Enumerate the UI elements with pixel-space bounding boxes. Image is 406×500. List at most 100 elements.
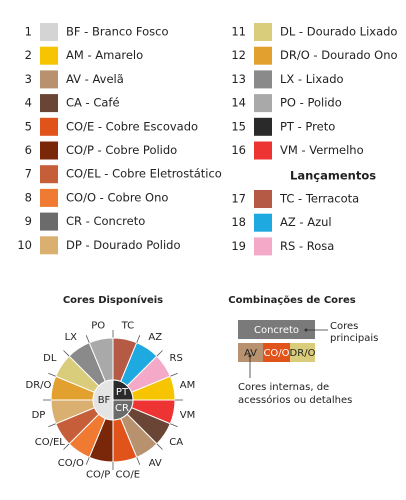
item-label: PT - Preto	[280, 119, 335, 133]
detail-color	[238, 343, 263, 362]
item-label: DP - Dourado Polido	[66, 238, 180, 252]
swatch	[40, 94, 58, 113]
wheel-tick	[156, 350, 163, 357]
pointer-dot	[248, 354, 252, 358]
swatch	[254, 94, 272, 113]
wheel-label: CO/E	[116, 470, 141, 481]
item-number: 12	[231, 48, 246, 62]
item-label: CO/E - Cobre Escovado	[66, 119, 198, 133]
item-number: 5	[25, 119, 32, 133]
wheel-label: DP	[32, 410, 46, 421]
detail-note: Cores internas, de	[238, 382, 329, 393]
swatch	[40, 141, 58, 160]
swatch	[40, 212, 58, 231]
wheel-tick	[63, 350, 70, 357]
detail-label: CO/O	[263, 348, 289, 359]
item-number: 3	[25, 72, 32, 86]
main-note: principais	[330, 333, 378, 344]
swatch	[40, 46, 58, 65]
item-number: 17	[231, 192, 246, 206]
item-label: CO/EL - Cobre Eletrostático	[66, 167, 222, 181]
wheel-tick	[48, 372, 56, 377]
combinations-title: Combinações de Cores	[228, 295, 355, 306]
wheel-label: AZ	[148, 332, 162, 343]
wheel-label: VM	[180, 410, 195, 421]
swatch	[254, 117, 272, 136]
wheel-tick	[136, 335, 141, 343]
wheel-label: LX	[65, 332, 78, 343]
item-label: CO/O - Cobre Ono	[66, 190, 168, 204]
wheel-tick	[85, 457, 90, 465]
item-label: DL - Dourado Lixado	[280, 25, 397, 39]
item-number: 2	[25, 48, 32, 62]
swatch	[254, 237, 272, 256]
detail-note: acessórios ou detalhes	[238, 394, 352, 406]
item-number: 4	[25, 96, 32, 110]
main-label: Concreto	[254, 325, 299, 336]
item-number: 19	[231, 239, 246, 253]
wheel-label: DR/O	[26, 380, 52, 391]
detail-color	[263, 343, 290, 362]
swatch	[254, 46, 272, 65]
item-number: 7	[25, 167, 32, 181]
swatch	[40, 236, 58, 255]
item-number: 11	[231, 25, 246, 39]
item-label: AZ - Azul	[280, 215, 332, 229]
wheel-tick	[85, 335, 90, 343]
item-number: 9	[25, 214, 32, 228]
item-label: TC - Terracota	[279, 192, 359, 206]
wheel-tick	[170, 372, 178, 377]
swatch	[254, 141, 272, 160]
swatch	[254, 213, 272, 232]
swatch	[40, 188, 58, 207]
item-number: 18	[231, 215, 246, 229]
item-number: 15	[231, 119, 246, 133]
item-number: 6	[25, 143, 32, 157]
main-color	[238, 320, 315, 339]
wheel-label: TC	[121, 320, 135, 331]
center-label: PT	[116, 387, 129, 398]
wheel-label: AV	[149, 458, 162, 469]
swatch	[254, 70, 272, 89]
detail-label: DR/O	[290, 348, 316, 359]
item-number: 8	[25, 190, 32, 204]
wheel-label: CA	[169, 437, 183, 448]
launches-title: Lançamentos	[290, 169, 376, 183]
item-label: CA - Café	[66, 96, 120, 110]
item-label: LX - Lixado	[280, 72, 344, 86]
item-label: AM - Amarelo	[66, 48, 143, 62]
item-number: 10	[17, 238, 32, 252]
swatch	[40, 165, 58, 184]
swatch	[254, 190, 272, 208]
item-label: BF - Branco Fosco	[66, 25, 169, 39]
wheel-tick	[170, 423, 178, 428]
swatch	[40, 70, 58, 89]
item-label: CR - Concreto	[66, 214, 145, 228]
wheel-label: DL	[43, 353, 57, 364]
wheel-tick	[48, 423, 56, 428]
item-number: 14	[231, 96, 246, 110]
item-label: AV - Avelã	[66, 72, 124, 86]
wheel-tick	[156, 443, 163, 450]
item-label: VM - Vermelho	[280, 143, 364, 157]
swatch	[40, 23, 58, 41]
detail-color	[290, 343, 315, 362]
swatch	[254, 23, 272, 41]
center-label: BF	[98, 395, 111, 406]
center-label: CR	[115, 403, 129, 414]
wheel-label: CO/EL	[35, 437, 66, 448]
main-note: Cores	[330, 321, 358, 332]
swatch	[40, 117, 58, 136]
wheel-label: RS	[170, 353, 183, 364]
item-label: PO - Polido	[280, 96, 342, 110]
center-bottom-right	[112, 399, 134, 421]
wheel-label: AM	[180, 380, 195, 391]
wheel-label: CO/O	[58, 458, 84, 469]
pointer-dot	[304, 328, 308, 332]
wheel-tick	[63, 443, 70, 450]
item-number: 16	[231, 143, 246, 157]
wheel-title: Cores Disponíveis	[63, 294, 163, 306]
center-left	[92, 379, 114, 421]
item-number: 1	[25, 25, 32, 39]
